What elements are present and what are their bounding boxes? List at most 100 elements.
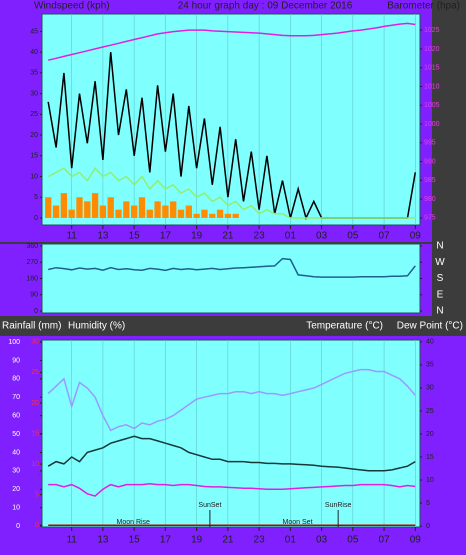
temp-title: Temperature (°C) <box>306 321 383 332</box>
x-tick-label: 13 <box>97 535 109 546</box>
y3-tick-label: 10 <box>31 461 39 468</box>
x-tick-label: 13 <box>97 231 109 242</box>
annotation: SunSet <box>198 502 221 509</box>
x-tick-label: 21 <box>222 535 234 546</box>
bar <box>138 197 146 218</box>
y-tick-label: 0 <box>16 523 20 530</box>
bar <box>193 213 200 218</box>
y-tick-label: 20 <box>30 132 38 139</box>
plot-area <box>41 13 421 226</box>
y-tick-label: 45 <box>30 28 38 35</box>
bar <box>185 205 192 218</box>
y2-tick-label: S <box>437 273 444 284</box>
y-tick-label: 90 <box>12 357 20 364</box>
x-tick-label: 15 <box>129 535 141 546</box>
x-tick-label: 03 <box>316 535 328 546</box>
x-tick-label: 21 <box>222 231 234 242</box>
bar <box>216 209 224 218</box>
y2-tick-label: 20 <box>426 431 434 438</box>
plot-area <box>41 243 421 314</box>
bar <box>123 201 130 218</box>
y-tick-label: 0 <box>34 308 38 315</box>
y3-tick-label: 25 <box>31 369 39 376</box>
x-tick-label: 07 <box>379 535 391 546</box>
y2-tick-label: 980 <box>424 196 436 203</box>
x-tick-label: 03 <box>316 231 328 242</box>
bar <box>201 209 208 218</box>
y-tick-label: 50 <box>12 431 20 438</box>
y3-tick-label: 30 <box>31 339 39 346</box>
y-tick-label: 40 <box>30 49 38 56</box>
bar <box>115 209 122 218</box>
y-tick-label: 0 <box>34 215 38 222</box>
x-tick-label: 17 <box>160 535 172 546</box>
bar <box>68 209 75 218</box>
x-tick-label: 07 <box>379 231 391 242</box>
x-tick-label: 19 <box>191 231 203 242</box>
bar <box>60 193 68 218</box>
bar <box>107 197 114 218</box>
y2-tick-label: 1025 <box>424 27 440 34</box>
y-tick-label: 10 <box>12 505 20 512</box>
bar <box>99 205 107 218</box>
bar <box>162 205 169 218</box>
bar <box>232 213 239 218</box>
y2-tick-label: 975 <box>424 215 436 222</box>
bar <box>131 205 138 218</box>
y2-tick-label: 995 <box>424 140 436 147</box>
series-line <box>48 482 416 497</box>
bar <box>91 193 99 218</box>
chart-title: 24 hour graph day : 09 December 2016 <box>178 1 353 12</box>
y-tick-label: 180 <box>26 275 38 282</box>
bar <box>84 201 91 218</box>
x-tick-label: 11 <box>66 231 77 242</box>
rain-title: Rainfall (mm) <box>2 321 61 332</box>
y-tick-label: 80 <box>12 376 20 383</box>
series-line <box>47 368 416 432</box>
y-tick-label: 35 <box>30 70 38 77</box>
x-tick-label: 17 <box>160 231 172 242</box>
dew-title: Dew Point (°C) <box>397 321 463 332</box>
y2-tick-label: 1020 <box>424 46 440 53</box>
y2-tick-label: 1005 <box>424 102 440 109</box>
series-line <box>48 257 416 278</box>
y2-tick-label: N <box>436 241 443 252</box>
y3-tick-label: 0 <box>35 522 39 529</box>
x-tick-label: 19 <box>191 535 203 546</box>
x-tick-label: 15 <box>129 231 141 242</box>
y2-tick-label: 1000 <box>424 121 440 128</box>
bar <box>154 201 161 218</box>
y-tick-label: 100 <box>8 339 20 346</box>
y2-tick-label: 990 <box>424 158 436 165</box>
y2-tick-label: 15 <box>426 454 434 461</box>
bar <box>52 205 60 218</box>
wind-title: Windspeed (kph) <box>34 1 110 12</box>
y-tick-label: 70 <box>12 394 20 401</box>
y3-tick-label: 15 <box>31 430 39 437</box>
bar <box>45 197 52 218</box>
bar <box>170 201 177 218</box>
bar <box>177 209 185 218</box>
x-tick-label: 09 <box>410 535 422 546</box>
bar <box>224 213 232 218</box>
y2-tick-label: 35 <box>426 362 434 369</box>
y-tick-label: 10 <box>30 173 38 180</box>
x-tick-label: 23 <box>254 535 266 546</box>
y2-tick-label: 1015 <box>424 65 440 72</box>
bar <box>209 213 216 218</box>
y-tick-label: 90 <box>30 292 38 299</box>
series-line <box>47 166 416 219</box>
y-tick-label: 60 <box>12 412 20 419</box>
baro-title: Barometer (hpa) <box>387 1 460 12</box>
y2-tick-label: E <box>437 289 444 300</box>
annotation: Moon Rise <box>116 519 150 526</box>
annotation: Moon Set <box>283 519 313 526</box>
y2-tick-label: 985 <box>424 177 436 184</box>
y2-tick-label: 40 <box>426 339 434 346</box>
y3-tick-label: 5 <box>35 491 39 498</box>
y2-tick-label: N <box>436 306 443 317</box>
plot-area <box>41 339 421 528</box>
y-tick-label: 20 <box>12 486 20 493</box>
series-line <box>48 22 416 61</box>
